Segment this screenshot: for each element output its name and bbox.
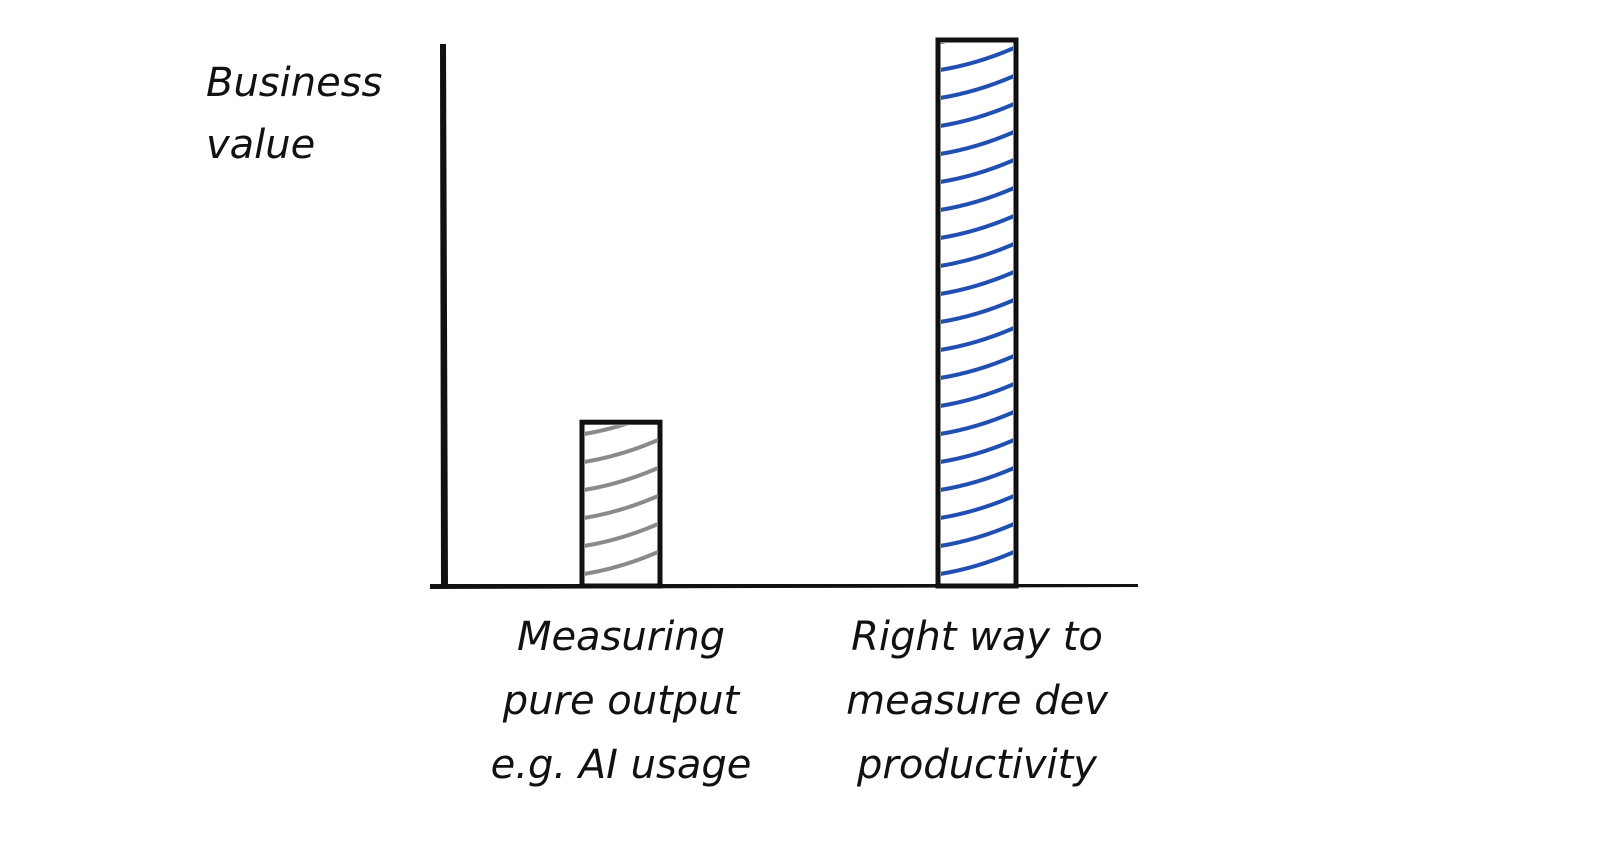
hatch-line xyxy=(941,382,1013,408)
x-tick-label: e.g. AI usage xyxy=(491,742,752,788)
hatch-line xyxy=(941,326,1013,352)
bar-hatch xyxy=(584,384,658,576)
y-axis-label: value xyxy=(206,122,315,168)
hatch-line xyxy=(585,466,657,492)
hatch-line xyxy=(941,186,1013,212)
x-axis-line xyxy=(430,584,1138,589)
hatch-line xyxy=(941,410,1013,436)
hatch-line xyxy=(585,494,657,520)
hatch-line xyxy=(584,384,658,406)
bar-hatch xyxy=(940,0,1014,576)
y-axis-label: Business xyxy=(206,60,382,106)
hatch-line xyxy=(941,158,1013,184)
hatch-line xyxy=(941,270,1013,296)
hatch-line xyxy=(941,46,1013,72)
x-tick-label: pure output xyxy=(502,678,741,724)
hatch-line xyxy=(941,438,1013,464)
hatch-line xyxy=(585,522,657,548)
hatch-line xyxy=(585,425,629,436)
hatch-line xyxy=(941,102,1013,128)
labels: Business value Measuring pure output e.g. AI… xyxy=(206,60,1109,788)
hatch-line xyxy=(940,0,1014,14)
hatch-line xyxy=(941,494,1013,520)
hatch-line xyxy=(941,466,1013,492)
y-axis-line xyxy=(440,44,448,588)
hatch-line xyxy=(941,522,1013,548)
hatch-line xyxy=(941,130,1013,156)
bar xyxy=(935,37,1019,589)
x-tick-label: measure dev xyxy=(846,678,1109,724)
x-tick-label: Measuring xyxy=(517,614,725,660)
bar xyxy=(579,419,663,589)
hatch-line xyxy=(941,242,1013,268)
hatch-line xyxy=(941,550,1013,576)
hatch-line xyxy=(941,214,1013,240)
x-tick-label: Right way to xyxy=(851,614,1103,660)
hatch-line xyxy=(585,550,657,576)
bars xyxy=(579,0,1019,589)
hatch-line xyxy=(941,74,1013,100)
axes xyxy=(430,44,1138,589)
hatch-line xyxy=(585,438,657,464)
x-tick-label: productivity xyxy=(856,742,1098,788)
hatch-line xyxy=(941,298,1013,324)
hatch-line xyxy=(941,354,1013,380)
